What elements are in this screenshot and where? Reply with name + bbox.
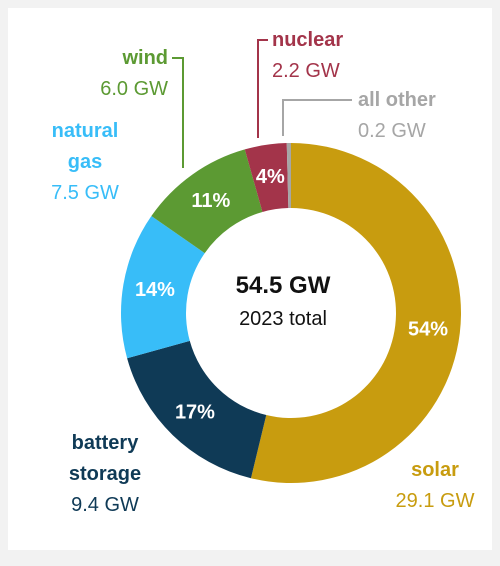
category-label: battery storage 9.4 GW — [45, 428, 165, 521]
category-label: solar 29.1 GW — [380, 455, 490, 517]
percent-label: 54% — [408, 319, 448, 341]
capacity-label: 6.0 GW — [100, 78, 168, 100]
category-name: all other — [358, 89, 436, 111]
category-label: all other 0.2 GW — [358, 85, 478, 147]
category-name: battery storage — [68, 432, 142, 485]
category-name: wind — [122, 47, 168, 69]
category-name: nuclear — [272, 29, 344, 51]
donut-slice — [120, 216, 205, 359]
capacity-label: 0.2 GW — [358, 120, 426, 142]
category-label: nuclear 2.2 GW — [272, 25, 392, 87]
leader-line — [282, 99, 352, 136]
percent-label: 11% — [191, 190, 230, 212]
chart-panel: 54% 17% 14% 11% 4% solar 29.1 GW battery sto… — [8, 8, 492, 550]
donut-slice — [244, 143, 289, 212]
leader-line — [172, 57, 184, 168]
percent-label: 17% — [175, 401, 215, 423]
donut-slice — [151, 149, 263, 254]
category-name: natural gas — [51, 120, 119, 173]
percent-label: 14% — [135, 279, 175, 301]
donut-slice — [250, 143, 461, 483]
total-label: 2023 total — [239, 308, 327, 330]
capacity-label: 7.5 GW — [51, 182, 119, 204]
total-value: 54.5 GW — [235, 272, 331, 299]
chart: 54% 17% 14% 11% 4% — [120, 39, 461, 483]
capacity-label: 2.2 GW — [272, 60, 340, 82]
donut-slice — [286, 143, 291, 209]
capacity-label: 29.1 GW — [395, 490, 475, 512]
category-name: solar — [411, 459, 459, 481]
capacity-label: 9.4 GW — [71, 494, 139, 516]
donut-slice — [127, 340, 267, 479]
leader-line — [257, 39, 268, 138]
category-label: wind 6.0 GW — [58, 43, 168, 105]
category-label: natural gas 7.5 GW — [35, 116, 135, 209]
percent-label: 4% — [256, 166, 285, 188]
